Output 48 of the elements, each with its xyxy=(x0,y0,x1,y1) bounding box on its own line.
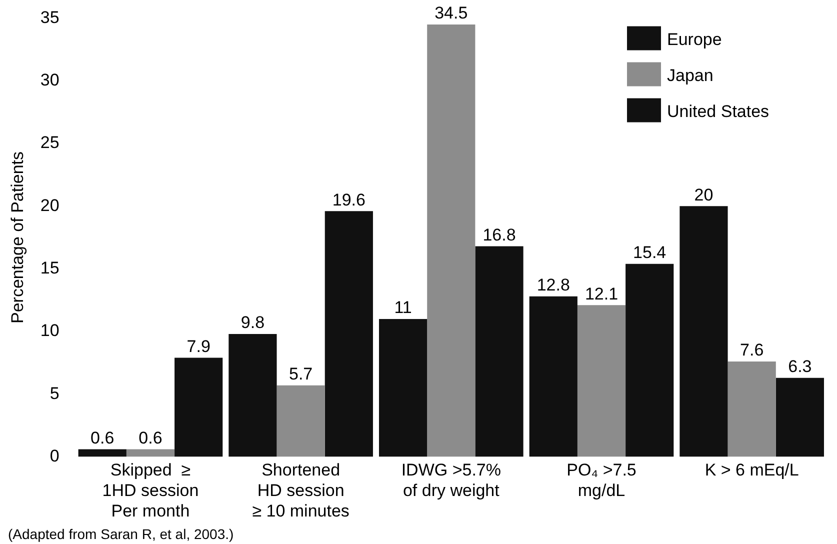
data-label: 15.4 xyxy=(633,243,666,262)
y-tick-label: 15 xyxy=(40,258,60,278)
x-tick-label: PO₄ >7.5 mg/dL xyxy=(566,460,636,500)
y-tick-label: 30 xyxy=(40,70,60,90)
text: (Adapted from Saran R, et al, 2003.) xyxy=(8,526,234,542)
legend-label: Europe xyxy=(667,30,722,49)
bar xyxy=(324,211,373,457)
bar xyxy=(126,449,175,457)
data-label: 7.9 xyxy=(186,336,210,356)
x-tick-label: K > 6 mEq/L xyxy=(704,460,799,480)
data-label: 5.7 xyxy=(288,364,313,384)
data-label: 0.6 xyxy=(90,428,114,448)
legend-label: United States xyxy=(667,102,770,121)
x-tick-label: IDWG >5.7% of dry weight xyxy=(401,460,501,500)
bar xyxy=(174,358,223,457)
bar xyxy=(228,334,277,457)
x-tick-label: Skipped ≥ 1HD session Per month xyxy=(102,460,199,520)
y-tick-label: 0 xyxy=(50,446,60,466)
data-label: 16.8 xyxy=(482,225,516,244)
bar xyxy=(78,449,126,457)
data-label: 7.6 xyxy=(740,340,764,360)
legend-label: Japan xyxy=(667,66,714,85)
data-label: 20 xyxy=(694,185,714,204)
bar xyxy=(776,378,824,457)
bar xyxy=(529,296,578,457)
y-tick-label: 35 xyxy=(40,8,60,27)
y-tick-label: 10 xyxy=(40,321,60,340)
data-label: 19.6 xyxy=(332,190,366,210)
data-label: 12.1 xyxy=(584,284,618,304)
bar xyxy=(680,206,728,457)
bar xyxy=(577,305,626,457)
bar xyxy=(728,362,776,457)
data-label: 11 xyxy=(394,298,412,318)
data-label: 6.3 xyxy=(788,357,812,376)
x-tick-label: Shortened HD session ≥ 10 minutes xyxy=(252,460,350,520)
data-label: 12.8 xyxy=(536,276,570,295)
bar xyxy=(276,385,325,457)
y-tick-label: 25 xyxy=(40,133,60,152)
y-axis-title: Percentage of Patients xyxy=(8,151,27,324)
bar xyxy=(475,246,524,457)
bar xyxy=(427,24,476,457)
bar xyxy=(626,264,674,457)
data-label: 0.6 xyxy=(138,428,162,448)
data-label: 9.8 xyxy=(240,313,265,332)
y-tick-label: 5 xyxy=(50,384,60,403)
bar xyxy=(378,318,428,457)
data-label: 34.5 xyxy=(434,4,468,23)
y-tick-label: 20 xyxy=(40,196,60,215)
